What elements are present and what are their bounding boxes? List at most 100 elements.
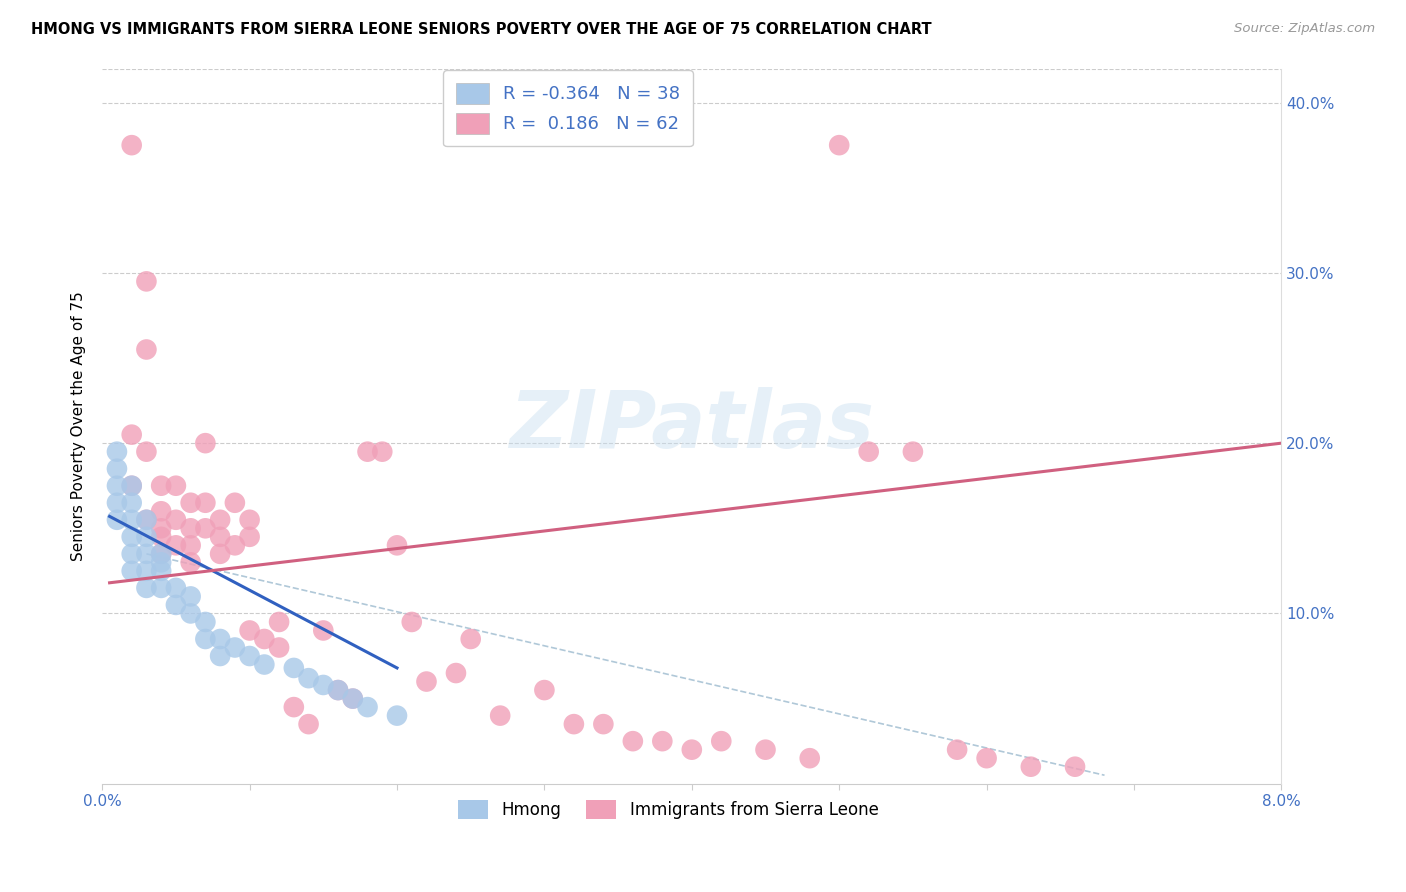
Point bbox=[121, 427, 143, 442]
Point bbox=[385, 708, 408, 723]
Point bbox=[209, 648, 232, 663]
Point bbox=[180, 555, 202, 569]
Point bbox=[592, 717, 614, 731]
Point bbox=[356, 444, 378, 458]
Point bbox=[239, 648, 262, 663]
Point bbox=[135, 530, 157, 544]
Point bbox=[621, 734, 644, 748]
Point bbox=[165, 479, 187, 493]
Point bbox=[180, 607, 202, 621]
Point bbox=[533, 683, 555, 698]
Point bbox=[371, 444, 394, 458]
Point bbox=[135, 513, 157, 527]
Point bbox=[239, 530, 262, 544]
Point bbox=[180, 496, 202, 510]
Point bbox=[253, 657, 276, 672]
Point bbox=[105, 479, 128, 493]
Point bbox=[165, 598, 187, 612]
Point bbox=[651, 734, 673, 748]
Point bbox=[194, 496, 217, 510]
Legend: Hmong, Immigrants from Sierra Leone: Hmong, Immigrants from Sierra Leone bbox=[451, 793, 886, 825]
Point bbox=[135, 274, 157, 288]
Point bbox=[194, 521, 217, 535]
Point bbox=[342, 691, 364, 706]
Point bbox=[121, 513, 143, 527]
Point bbox=[165, 538, 187, 552]
Point bbox=[150, 479, 173, 493]
Point bbox=[681, 742, 703, 756]
Point bbox=[135, 343, 157, 357]
Point bbox=[342, 691, 364, 706]
Point bbox=[150, 547, 173, 561]
Point bbox=[356, 700, 378, 714]
Point bbox=[267, 615, 290, 629]
Point bbox=[150, 504, 173, 518]
Point bbox=[901, 444, 924, 458]
Point bbox=[135, 564, 157, 578]
Point bbox=[105, 513, 128, 527]
Point bbox=[946, 742, 969, 756]
Point bbox=[239, 513, 262, 527]
Point bbox=[976, 751, 998, 765]
Point bbox=[224, 496, 246, 510]
Point bbox=[194, 615, 217, 629]
Point bbox=[150, 530, 173, 544]
Point bbox=[209, 513, 232, 527]
Point bbox=[385, 538, 408, 552]
Point bbox=[562, 717, 585, 731]
Point bbox=[1019, 760, 1042, 774]
Point bbox=[150, 555, 173, 569]
Point bbox=[224, 538, 246, 552]
Point bbox=[150, 564, 173, 578]
Point bbox=[401, 615, 423, 629]
Point bbox=[444, 666, 467, 681]
Point bbox=[121, 479, 143, 493]
Point bbox=[415, 674, 437, 689]
Y-axis label: Seniors Poverty Over the Age of 75: Seniors Poverty Over the Age of 75 bbox=[72, 292, 86, 561]
Point bbox=[224, 640, 246, 655]
Text: Source: ZipAtlas.com: Source: ZipAtlas.com bbox=[1234, 22, 1375, 36]
Point bbox=[135, 444, 157, 458]
Point bbox=[312, 624, 335, 638]
Point bbox=[297, 671, 319, 685]
Point bbox=[858, 444, 880, 458]
Text: ZIPatlas: ZIPatlas bbox=[509, 387, 875, 465]
Point bbox=[1064, 760, 1087, 774]
Point bbox=[165, 513, 187, 527]
Point bbox=[326, 683, 349, 698]
Point bbox=[150, 581, 173, 595]
Point bbox=[799, 751, 821, 765]
Point bbox=[105, 444, 128, 458]
Point bbox=[105, 461, 128, 475]
Point bbox=[121, 496, 143, 510]
Point bbox=[150, 547, 173, 561]
Point bbox=[283, 700, 305, 714]
Point bbox=[121, 564, 143, 578]
Point bbox=[165, 581, 187, 595]
Point bbox=[253, 632, 276, 646]
Point bbox=[209, 530, 232, 544]
Point bbox=[460, 632, 482, 646]
Point bbox=[209, 632, 232, 646]
Point bbox=[121, 138, 143, 153]
Point bbox=[326, 683, 349, 698]
Point bbox=[180, 538, 202, 552]
Point bbox=[828, 138, 851, 153]
Point bbox=[297, 717, 319, 731]
Text: HMONG VS IMMIGRANTS FROM SIERRA LEONE SENIORS POVERTY OVER THE AGE OF 75 CORRELA: HMONG VS IMMIGRANTS FROM SIERRA LEONE SE… bbox=[31, 22, 932, 37]
Point bbox=[239, 624, 262, 638]
Point bbox=[135, 547, 157, 561]
Point bbox=[710, 734, 733, 748]
Point bbox=[121, 530, 143, 544]
Point bbox=[180, 521, 202, 535]
Point bbox=[489, 708, 512, 723]
Point bbox=[150, 521, 173, 535]
Point bbox=[194, 436, 217, 450]
Point bbox=[121, 547, 143, 561]
Point bbox=[135, 581, 157, 595]
Point bbox=[209, 547, 232, 561]
Point bbox=[121, 479, 143, 493]
Point bbox=[194, 632, 217, 646]
Point bbox=[105, 496, 128, 510]
Point bbox=[283, 661, 305, 675]
